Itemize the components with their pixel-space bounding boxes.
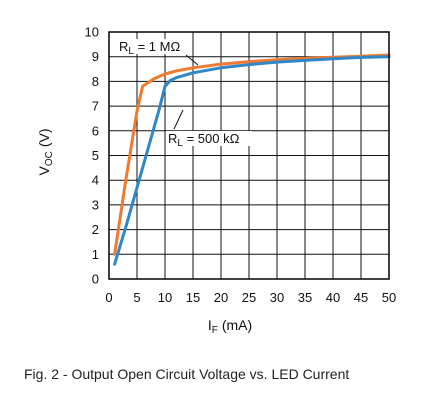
svg-text:RL = 1 MΩ: RL = 1 MΩ	[119, 39, 180, 57]
annotation-1mohm: RL = 1 MΩ	[116, 39, 199, 66]
y-tick-label: 0	[92, 272, 99, 287]
y-tick-label: 6	[92, 123, 99, 138]
series-label-1mohm-rest: = 1 MΩ	[134, 39, 180, 54]
y-axis-label: VOC (V)	[36, 128, 55, 175]
grid	[109, 32, 389, 279]
figure-caption: Fig. 2 - Output Open Circuit Voltage vs.…	[24, 366, 350, 382]
x-tick-label: 30	[270, 290, 284, 305]
x-tick-label: 25	[242, 290, 256, 305]
series-line-500kohm	[113, 55, 391, 266]
annotation-500kohm: RL = 500 kΩ	[166, 109, 252, 149]
svg-text:RL = 500 kΩ: RL = 500 kΩ	[168, 131, 240, 149]
x-axis-label-main: I	[208, 317, 212, 333]
y-tick-labels: 0 1 2 3 4 5 6 7 8 9 10	[85, 25, 99, 287]
x-axis-label: IF (mA)	[208, 317, 252, 336]
plot-frame	[108, 31, 390, 280]
series-label-1mohm-sub: L	[128, 46, 134, 57]
y-tick-label: 2	[92, 222, 99, 237]
series-label-1mohm-main: R	[119, 39, 128, 54]
series-label-500kohm-main: R	[168, 131, 177, 146]
x-tick-label: 20	[214, 290, 228, 305]
y-tick-label: 10	[85, 25, 99, 40]
y-tick-label: 5	[92, 148, 99, 163]
y-tick-label: 9	[92, 49, 99, 64]
x-tick-label: 10	[158, 290, 172, 305]
y-tick-label: 1	[92, 247, 99, 262]
x-tick-label: 40	[326, 290, 340, 305]
y-axis-label-main: V	[36, 166, 52, 176]
x-axis-label-sub: F	[212, 325, 218, 336]
series-label-500kohm-rest: = 500 kΩ	[183, 131, 240, 146]
y-tick-label: 8	[92, 74, 99, 89]
x-tick-label: 0	[105, 290, 112, 305]
x-tick-label: 15	[186, 290, 200, 305]
x-tick-label: 5	[133, 290, 140, 305]
x-tick-label: 50	[382, 290, 396, 305]
series-line-1mohm	[113, 53, 391, 256]
y-tick-label: 4	[92, 173, 99, 188]
series-label-500kohm-sub: L	[177, 138, 183, 149]
y-axis-label-unit: (V)	[36, 128, 52, 147]
x-axis-label-unit: (mA)	[222, 317, 252, 333]
x-tick-labels: 0 5 10 15 20 25 30 35 40 45 50	[105, 290, 396, 305]
x-tick-label: 35	[298, 290, 312, 305]
y-tick-label: 3	[92, 197, 99, 212]
y-tick-label: 7	[92, 99, 99, 114]
y-axis-label-sub: OC	[44, 151, 55, 166]
x-tick-label: 45	[354, 290, 368, 305]
series-group	[113, 53, 391, 266]
